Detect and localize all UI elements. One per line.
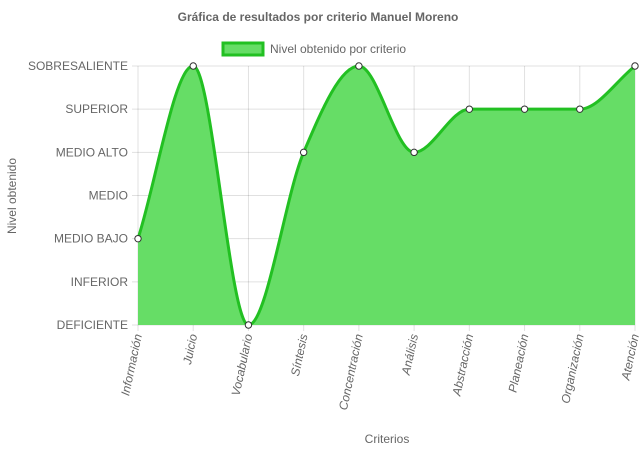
data-point[interactable] xyxy=(299,148,308,157)
x-tick-label: Juicio xyxy=(180,332,200,366)
data-point[interactable] xyxy=(410,148,418,157)
x-tick-label: Concentración xyxy=(336,332,366,411)
data-point[interactable] xyxy=(244,321,253,329)
data-point[interactable] xyxy=(134,234,142,243)
plot-area xyxy=(134,62,639,329)
y-tick-label: MEDIO ALTO xyxy=(56,145,128,159)
x-tick-label: Vocabulario xyxy=(229,332,256,397)
x-axis: Información Juicio Vocabulario Síntesis Conc… xyxy=(118,332,639,411)
y-tick-label: DEFICIENTE xyxy=(57,318,128,332)
data-point[interactable] xyxy=(355,62,363,70)
series-area-fill xyxy=(138,66,635,325)
data-point[interactable] xyxy=(631,62,639,70)
y-axis: DEFICIENTE INFERIOR MEDIO BAJO MEDIO MEDIO A… xyxy=(28,59,128,332)
x-tick-label: Síntesis xyxy=(288,333,311,378)
legend-swatch[interactable] xyxy=(221,41,265,57)
y-tick-label: MEDIO BAJO xyxy=(54,232,128,246)
y-axis-label: Nivel obtenido xyxy=(5,158,19,234)
x-tick-label: Análisis xyxy=(399,333,422,377)
x-tick-label: Organización xyxy=(558,332,586,404)
x-tick-label: Planeación xyxy=(505,332,531,393)
x-tick-label: Abstracción xyxy=(449,332,476,398)
chart-title: Gráfica de resultados por criterio Manue… xyxy=(178,10,459,24)
data-point[interactable] xyxy=(465,105,474,113)
y-tick-label: INFERIOR xyxy=(71,275,129,289)
y-tick-label: SOBRESALIENTE xyxy=(28,59,128,73)
x-axis-label: Criterios xyxy=(365,432,410,446)
legend[interactable]: Nivel obtenido por criterio xyxy=(221,41,406,57)
y-tick-label: SUPERIOR xyxy=(65,102,128,116)
legend-label[interactable]: Nivel obtenido por criterio xyxy=(270,42,406,56)
data-point[interactable] xyxy=(520,105,529,113)
y-tick-label: MEDIO xyxy=(89,189,128,203)
data-point[interactable] xyxy=(576,105,584,113)
data-point[interactable] xyxy=(189,62,197,70)
x-tick-label: Atención xyxy=(618,332,639,382)
x-tick-label: Información xyxy=(118,332,145,397)
